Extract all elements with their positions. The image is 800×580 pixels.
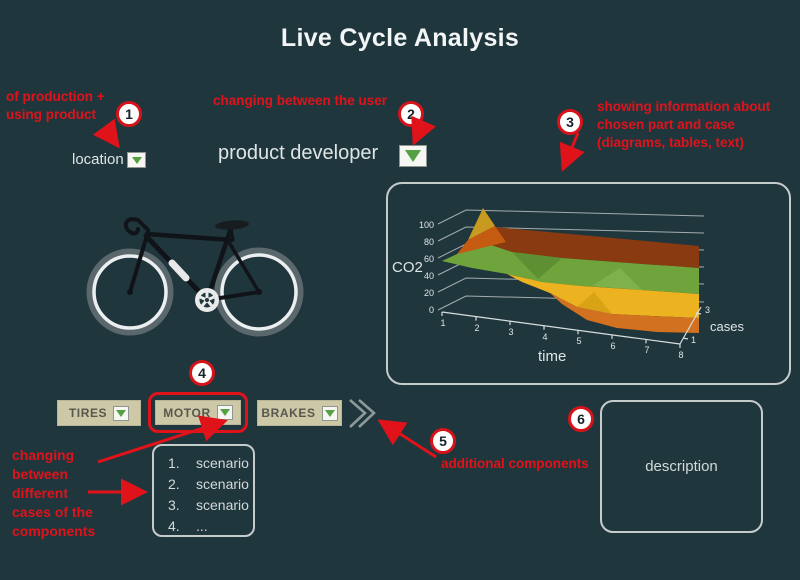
arrow-to-chevron: [377, 419, 437, 459]
svg-text:6: 6: [610, 341, 615, 351]
dropdown-icon[interactable]: [321, 405, 338, 421]
scenario-item[interactable]: 3. scenario: [168, 497, 249, 513]
dropdown-icon[interactable]: [216, 405, 233, 420]
scenario-item[interactable]: 4. ...: [168, 518, 208, 534]
description-label: description: [645, 458, 718, 475]
badge-2: 2: [398, 101, 424, 127]
badge-3: 3: [557, 109, 583, 135]
dropdown-arrow-icon: [219, 409, 230, 416]
bicycle-image: [86, 217, 304, 337]
chart-panel: 0 20 40 60 80 100 1 2 3 4 5 6 7 8 1 3: [386, 182, 791, 385]
annotation-user: changing between the user: [213, 93, 388, 108]
time-axis: [441, 311, 681, 348]
svg-text:0: 0: [429, 305, 434, 315]
badge-1: 1: [116, 101, 142, 127]
arrow-to-chart: [559, 132, 585, 172]
more-components-chevron-icon[interactable]: [346, 396, 382, 432]
svg-text:100: 100: [419, 220, 434, 230]
user-role-dropdown[interactable]: [399, 145, 427, 167]
chart-surface: [442, 208, 699, 333]
dropdown-arrow-icon: [324, 409, 335, 417]
time-tick-labels: 1 2 3 4 5 6 7 8: [440, 318, 683, 360]
dropdown-arrow-icon: [405, 150, 421, 162]
dropdown-arrow-icon: [116, 409, 127, 417]
svg-text:60: 60: [424, 254, 434, 264]
page-title: Live Cycle Analysis: [280, 24, 520, 52]
arrow-to-location: [92, 118, 120, 149]
svg-text:1: 1: [440, 318, 445, 328]
scenario-item[interactable]: 1. scenario: [168, 455, 249, 471]
location-dropdown[interactable]: [127, 152, 146, 168]
co2-surface-chart: 0 20 40 60 80 100 1 2 3 4 5 6 7 8 1 3: [392, 208, 744, 365]
svg-text:3: 3: [705, 305, 710, 315]
cases-axis-title: cases: [710, 319, 744, 334]
svg-text:40: 40: [424, 271, 434, 281]
annotation-info-panel: showing information about chosen part an…: [597, 99, 771, 150]
svg-text:2: 2: [474, 323, 479, 333]
svg-text:7: 7: [644, 345, 649, 355]
location-label: location: [72, 151, 124, 168]
cases-tick-labels: 1 3: [691, 305, 710, 345]
svg-text:20: 20: [424, 288, 434, 298]
arrow-to-user-dropdown: [411, 115, 436, 146]
annotation-cases: changing between different cases of the …: [12, 447, 96, 539]
annotation-production: of production + using product: [6, 89, 105, 122]
co2-axis-title: CO2: [392, 259, 423, 276]
component-button-motor[interactable]: MOTOR: [155, 400, 241, 425]
scenario-list: 1. scenario 2. scenario 3. scenario 4. .…: [152, 444, 255, 537]
component-button-tires[interactable]: TIRES: [57, 400, 141, 426]
scenario-item[interactable]: 2. scenario: [168, 476, 249, 492]
user-role-label: product developer: [218, 142, 379, 164]
annotation-additional-components: additional components: [441, 456, 589, 471]
component-button-brakes[interactable]: BRAKES: [257, 400, 342, 426]
badge-4: 4: [189, 360, 215, 386]
svg-text:3: 3: [508, 327, 513, 337]
badge-5: 5: [430, 428, 456, 454]
dropdown-icon[interactable]: [113, 405, 130, 421]
svg-text:5: 5: [576, 336, 581, 346]
svg-text:80: 80: [424, 237, 434, 247]
svg-text:8: 8: [678, 350, 683, 360]
co2-tick-labels: 0 20 40 60 80 100: [419, 220, 434, 315]
svg-text:1: 1: [691, 335, 696, 345]
time-axis-title: time: [538, 348, 566, 365]
badge-6: 6: [568, 406, 594, 432]
dropdown-arrow-icon: [131, 156, 142, 164]
svg-text:4: 4: [542, 332, 547, 342]
cases-axis: [679, 306, 702, 345]
description-panel: description: [600, 400, 763, 533]
